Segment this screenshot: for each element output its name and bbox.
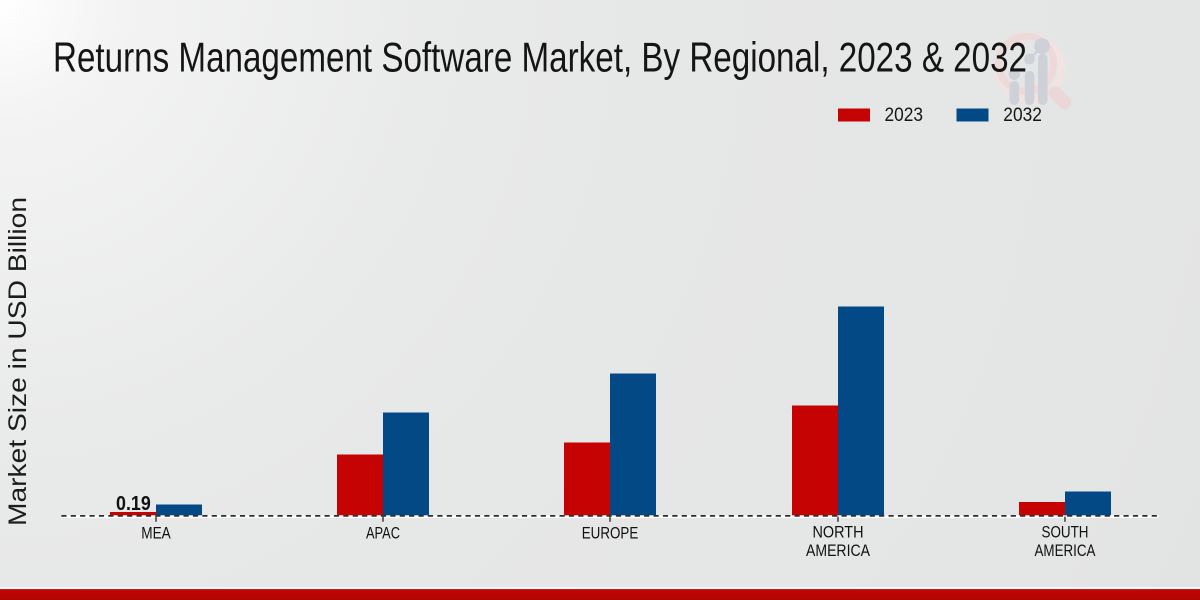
svg-text:Market Size in USD Billion: Market Size in USD Billion	[4, 197, 32, 526]
svg-text:0.19: 0.19	[116, 493, 151, 515]
svg-text:SOUTH: SOUTH	[1042, 522, 1089, 541]
svg-text:NORTH: NORTH	[813, 522, 864, 541]
svg-text:MEA: MEA	[141, 523, 171, 542]
svg-text:2032: 2032	[1003, 105, 1042, 126]
svg-text:AMERICA: AMERICA	[1035, 541, 1097, 560]
svg-text:AMERICA: AMERICA	[806, 541, 871, 560]
svg-text:EUROPE: EUROPE	[582, 523, 639, 542]
svg-text:Returns Management Software Ma: Returns Management Software Market, By R…	[53, 33, 1027, 80]
svg-text:2023: 2023	[885, 105, 924, 126]
svg-text:APAC: APAC	[366, 523, 400, 542]
